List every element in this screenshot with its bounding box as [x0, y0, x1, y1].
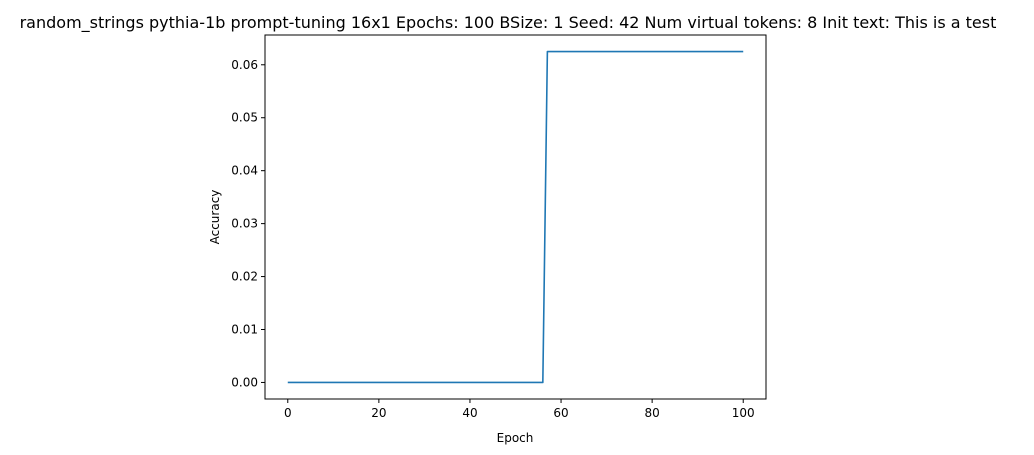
y-tick-label: 0.05 — [231, 111, 258, 125]
y-tick-label: 0.01 — [231, 323, 258, 337]
chart-title: random_strings pythia-1b prompt-tuning 1… — [20, 13, 997, 33]
x-tick-label: 60 — [553, 406, 568, 420]
y-tick-label: 0.06 — [231, 58, 258, 72]
y-tick-label: 0.02 — [231, 270, 258, 284]
x-axis: 0 20 40 60 80 100 — [284, 399, 755, 420]
x-tick-label: 80 — [644, 406, 659, 420]
x-tick-label: 40 — [462, 406, 477, 420]
x-tick-label: 0 — [284, 406, 292, 420]
plot-area: 0 20 40 60 80 100 0.000.010.020.030.040.050.0… — [231, 34, 767, 420]
y-tick-label: 0.00 — [231, 375, 258, 389]
accuracy-series-line — [287, 50, 744, 384]
y-axis: 0.00 0.01 0.02 0.03 0.04 0.05 0.06 — [231, 58, 265, 389]
plot-frame — [264, 34, 767, 400]
y-axis-label: Accuracy — [208, 190, 222, 245]
x-tick-label: 20 — [371, 406, 386, 420]
x-tick-label: 100 — [732, 406, 755, 420]
y-tick-label: 0.03 — [231, 217, 258, 231]
x-axis-label: Epoch — [497, 431, 534, 445]
series-layer — [287, 50, 744, 384]
y-tick-label: 0.04 — [231, 164, 258, 178]
